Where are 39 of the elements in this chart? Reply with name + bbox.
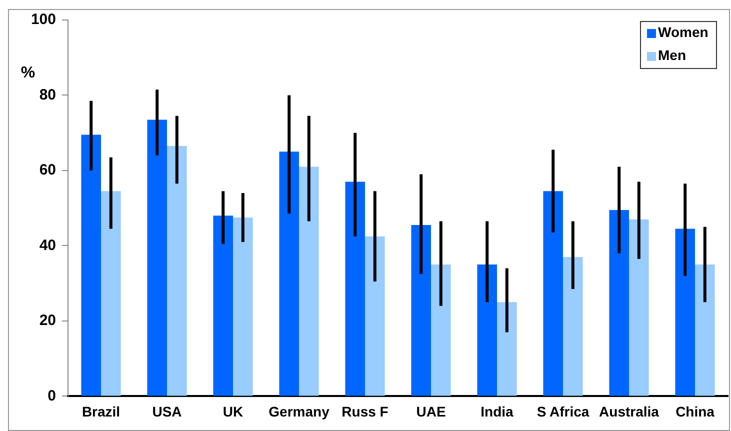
y-tick-label: 100 [30, 11, 56, 28]
bar [81, 134, 101, 396]
y-axis-title: % [20, 64, 36, 82]
bar [477, 264, 497, 396]
x-tick-label: Brazil [82, 403, 120, 420]
y-tick-label: 40 [39, 236, 56, 254]
bar [147, 120, 167, 396]
y-tick-label: 60 [39, 162, 56, 179]
y-tick-label: 80 [39, 86, 56, 104]
x-tick-label: Russ F [342, 403, 389, 420]
bar [563, 257, 583, 396]
legend-label: Men [658, 46, 686, 63]
bar [629, 219, 649, 396]
bar [213, 216, 233, 396]
x-tick-label: S Africa [536, 403, 590, 420]
bar [233, 218, 253, 396]
bar [299, 166, 319, 396]
x-tick-label: Germany [268, 403, 330, 420]
x-tick-label: USA [152, 403, 182, 420]
x-tick-label: China [676, 403, 715, 420]
x-tick-label: India [480, 403, 514, 420]
bar [345, 182, 365, 396]
bar [497, 302, 517, 396]
bar [609, 210, 629, 396]
bar [167, 146, 187, 396]
bar [431, 264, 451, 396]
y-tick-label: 20 [39, 312, 56, 330]
bar [675, 228, 695, 396]
bar [101, 191, 121, 396]
y-tick-label: 0 [48, 387, 56, 404]
bar [365, 236, 385, 396]
x-tick-label: UAE [416, 403, 446, 420]
bar [543, 191, 563, 396]
legend-label: Women [658, 24, 708, 40]
bar [279, 152, 299, 396]
x-tick-label: Australia [599, 403, 660, 420]
bar [695, 264, 715, 396]
x-tick-label: UK [222, 403, 244, 420]
bar [411, 225, 431, 396]
